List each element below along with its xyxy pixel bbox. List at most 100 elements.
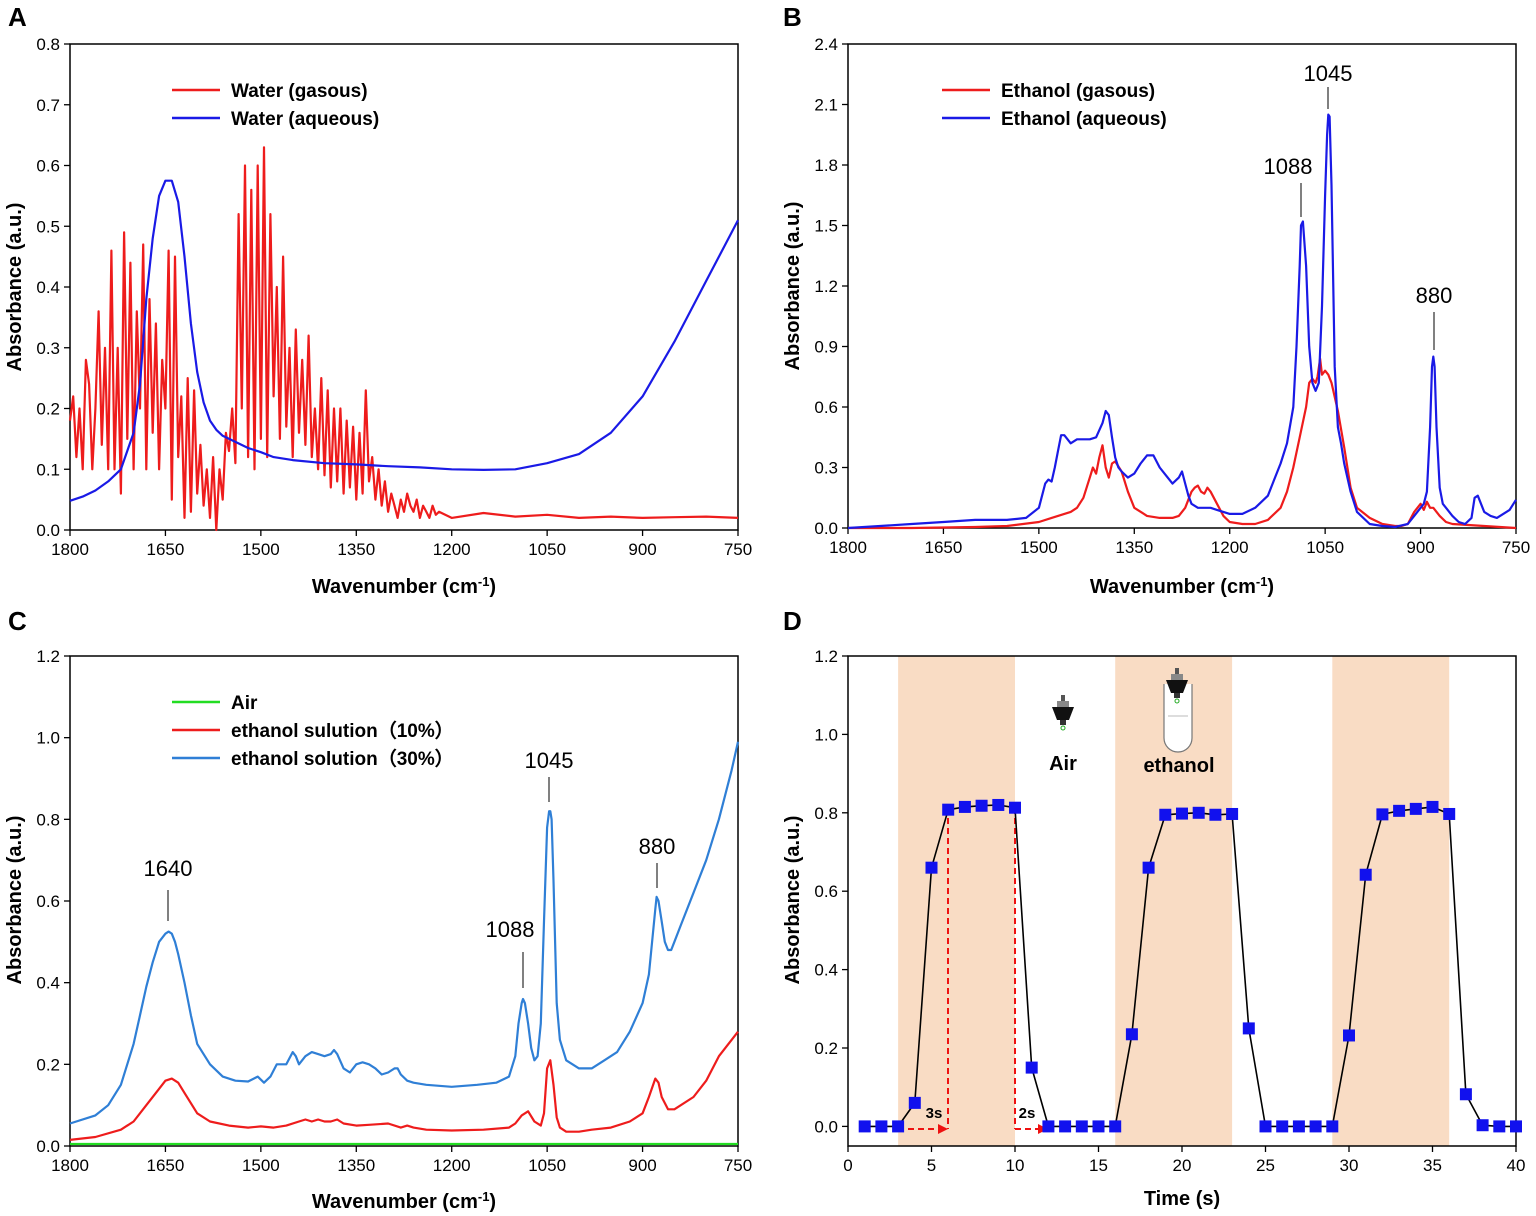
panel-d-data-point [1226,807,1239,820]
panel-d-data-point [1409,802,1422,815]
panel-d-air-sensor-led [1060,725,1066,731]
panel-d-ethanol-vial-tube [1163,684,1193,753]
panel-c-xlabel-close: ) [489,1191,496,1213]
panel-b-x-tick-label: 1800 [829,538,867,557]
panel-d-x-axis-title: Time (s) [1144,1188,1220,1210]
panel-c-x-tick-label: 1050 [528,1156,566,1175]
panel-d-data-point [1493,1120,1506,1133]
panel-d-data-point [1326,1120,1339,1133]
panel-c-xlabel-sup: -1 [478,1189,490,1204]
panel-d-data-point [1376,808,1389,821]
panel-d-x-tick-label: 5 [927,1156,936,1175]
panel-b-series-line-0 [848,357,1517,530]
panel-a-x-tick-label: 1800 [51,540,89,559]
panel-b-y-tick-label: 0.9 [814,338,838,357]
panel-a-legend-label-gasous: Water (gasous) [231,81,368,102]
panel-b-legend: Ethanol (gasous) Ethanol (aqueous) [942,81,1167,130]
panel-d-data-point [942,803,955,816]
panel-d-data-point [1359,868,1372,881]
panel-d-letter: D [783,606,802,636]
panel-a-x-tick-label: 900 [628,540,656,559]
panel-d-x-tick-label: 30 [1340,1156,1359,1175]
panel-d-series-line-0 [864,804,1516,1128]
panel-c-y-ticks: 0.0 0.2 0.4 0.6 0.8 1.0 1.2 [36,647,70,1156]
panel-d-y-ticks: 0.0 0.2 0.4 0.6 0.8 1.0 1.2 [814,647,848,1136]
panel-b-y-tick-label: 1.8 [814,156,838,175]
panel-d-x-tick-label: 15 [1089,1156,1108,1175]
panel-d-air-sensor-body [1052,707,1074,720]
panel-b-letter: B [783,2,802,32]
panel-b-x-tick-label: 900 [1406,538,1434,557]
panel-d-data-point [1192,806,1205,819]
panel-b-x-axis-title: Wavenumber (cm-1) [1090,574,1274,599]
panel-c-xlabel-text: Wavenumber (cm [312,1191,478,1213]
panel-b-y-tick-label: 2.1 [814,96,838,115]
panel-c-x-axis-title: Wavenumber (cm-1) [312,1189,496,1214]
panel-d-data-point [1075,1120,1088,1133]
panel-c-peak-label-1088: 1088 [486,917,535,942]
panel-d-x-tick-label: 20 [1173,1156,1192,1175]
panel-a-legend-label-aqueous: Water (aqueous) [231,109,379,130]
panel-d-x-tick-label: 0 [843,1156,852,1175]
panel-d-data-point [1426,800,1439,813]
panel-b: B 1800 1650 1500 1350 1200 1050 900 750 0.00.30… [782,2,1530,598]
panel-a-series [68,146,739,532]
panel-d-series [858,798,1522,1133]
panel-c-x-tick-label: 1650 [147,1156,185,1175]
panel-d-data-point [1276,1120,1289,1133]
panel-d-data-point [1292,1120,1305,1133]
panel-d-data-point [1176,807,1188,820]
panel-d-data-point [1343,1029,1355,1042]
panel-c-y-tick-label: 0.4 [36,974,60,993]
panel-b-y-tick-label: 1.5 [814,217,838,236]
panel-d-data-point [1025,1061,1038,1074]
panel-c-legend-label-10: ethanol sulution（10%） [231,719,454,742]
panel-a-y-tick-label: 0.0 [36,521,60,540]
panel-c-x-tick-label: 1500 [242,1156,280,1175]
panel-a-y-tick-label: 0.4 [36,278,60,297]
panel-d-y-tick-label: 0.0 [814,1117,838,1136]
panel-c-y-tick-label: 0.0 [36,1137,60,1156]
panel-c-x-tick-label: 1800 [51,1156,89,1175]
panel-d-time-arrows: 3s 2s [898,808,1048,1134]
panel-a-x-ticks: 1800 1650 1500 1350 1200 1050 900 750 [51,530,752,559]
panel-b-legend-label-aqueous: Ethanol (aqueous) [1001,109,1167,130]
panel-d-y-tick-label: 1.0 [814,725,838,744]
panel-d-data-point [1009,801,1021,814]
panel-c-series-line-2 [69,741,740,1125]
panel-d-x-tick-label: 10 [1006,1156,1025,1175]
panel-b-x-tick-label: 1500 [1020,538,1058,557]
panel-b-x-tick-label: 1050 [1306,538,1344,557]
panel-b-peak-label-1045: 1045 [1304,61,1353,86]
panel-c-x-tick-label: 750 [724,1156,752,1175]
panel-a-series-line-1 [69,179,739,502]
panel-b-y-tick-label: 2.4 [814,35,838,54]
panel-d-air-sensor-icon [1052,695,1074,731]
panel-c-y-tick-label: 0.6 [36,892,60,911]
panel-a-xlabel-text: Wavenumber (cm [312,576,478,598]
panel-d-ethanol-sensor-led [1174,698,1180,704]
panel-c-letter: C [8,606,27,636]
panel-d-data-point [1209,808,1222,821]
panel-d-data-point [1059,1120,1072,1133]
panel-a-legend: Water (gasous) Water (aqueous) [172,81,379,130]
panel-d-data-point [1092,1120,1105,1133]
panel-a: A 1800 1650 1500 1350 1200 1050 900 750 0.00.10… [4,2,752,598]
panel-d: D 0 5 10 15 20 25 30 35 40 0.0 0.2 0.4 0.6 0.8 1.0 1.2… [782,606,1525,1210]
panel-d-icon-label-ethanol: ethanol [1143,755,1214,777]
panel-d-y-tick-label: 0.2 [814,1039,838,1058]
panel-a-x-tick-label: 750 [724,540,752,559]
panel-d-ethanol-vial-icon [1163,668,1193,753]
panel-d-data-point [1476,1119,1489,1132]
panel-d-x-tick-label: 25 [1256,1156,1275,1175]
panel-a-x-tick-label: 1650 [147,540,185,559]
panel-a-xlabel-sup: -1 [478,574,490,589]
panel-a-xlabel-close: ) [489,576,496,598]
panel-c-y-tick-label: 0.2 [36,1055,60,1074]
panel-a-y-axis-title: Absorbance (a.u.) [4,203,26,372]
panel-a-y-tick-label: 0.5 [36,217,60,236]
panel-b-y-ticks: 0.0 0.3 0.6 0.9 1.2 1.5 1.8 2.1 2.4 [814,35,848,538]
panel-b-xlabel-text: Wavenumber (cm [1090,576,1256,598]
panel-c-peak-label-1045: 1045 [525,748,574,773]
